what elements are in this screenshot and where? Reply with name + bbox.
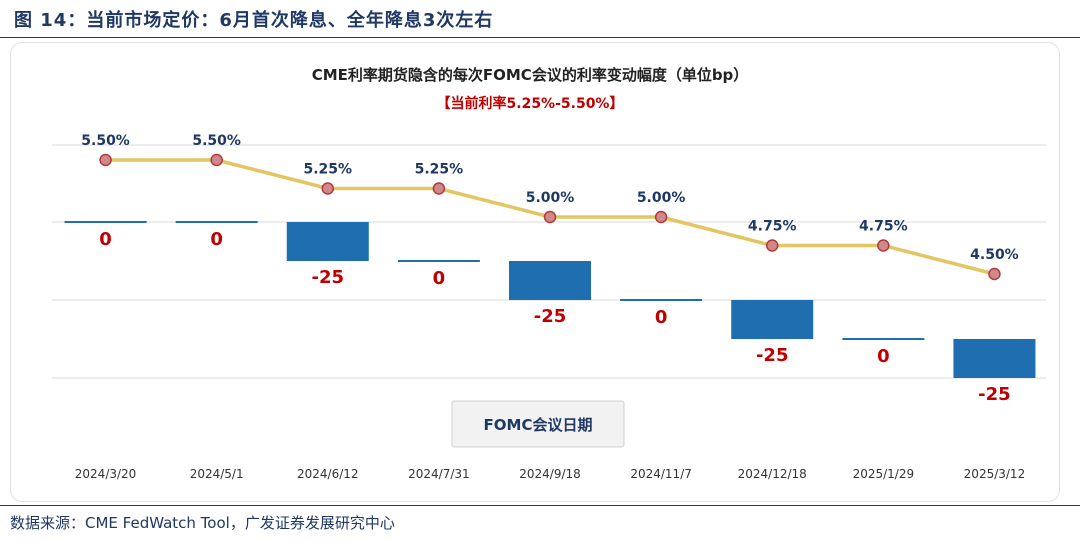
figure-title: 图 14：当前市场定价：6月首次降息、全年降息3次左右 — [14, 10, 494, 31]
bar-4 — [509, 261, 591, 300]
rate-label-0: 5.50% — [81, 133, 130, 149]
rate-point-2 — [321, 182, 335, 195]
rate-label-4: 5.00% — [526, 190, 575, 206]
rate-label-5: 5.00% — [637, 190, 686, 206]
bar-label-4: -25 — [534, 306, 567, 327]
source-note: 数据来源：CME FedWatch Tool，广发证券发展研究中心 — [10, 514, 395, 532]
rate-point-6 — [765, 239, 779, 252]
rate-point-8 — [988, 267, 1001, 281]
rate-point-5 — [654, 210, 668, 224]
bar-5 — [620, 299, 703, 301]
x-tick-label-7: 2025/1/29 — [853, 467, 915, 481]
x-tick-label-8: 2025/3/12 — [964, 467, 1026, 481]
chart-title: CME利率期货隐含的每次FOMC会议的利率变动幅度（单位bp） — [312, 66, 749, 84]
chart-panel — [10, 42, 1060, 502]
x-tick-label-6: 2024/12/18 — [738, 467, 807, 481]
rate-label-6: 4.75% — [748, 219, 797, 235]
bar-label-3: 0 — [433, 268, 446, 289]
bar-3 — [397, 260, 480, 262]
bar-2 — [286, 222, 369, 261]
bar-6 — [731, 300, 814, 339]
bar-8 — [953, 339, 1036, 378]
rate-point-3 — [432, 182, 446, 195]
x-tick-label-0: 2024/3/20 — [75, 467, 137, 481]
xaxis-label-box — [451, 400, 625, 448]
rate-point-1 — [210, 153, 223, 167]
bar-label-6: -25 — [756, 345, 789, 366]
x-tick-label-3: 2024/7/31 — [408, 467, 470, 481]
chart-canvas: CME利率期货隐含的每次FOMC会议的利率变动幅度（单位bp） 【当前利率5.25… — [52, 66, 1046, 481]
bar-7 — [842, 338, 925, 340]
bar-label-5: 0 — [655, 307, 668, 328]
top-divider — [0, 37, 1080, 38]
rate-label-7: 4.75% — [859, 219, 908, 235]
rate-point-0 — [99, 153, 112, 167]
bar-label-1: 0 — [210, 229, 223, 250]
x-tick-label-5: 2024/11/7 — [630, 467, 692, 481]
rate-label-1: 5.50% — [192, 133, 241, 149]
bar-label-0: 0 — [99, 229, 112, 250]
rate-label-3: 5.25% — [415, 162, 464, 178]
bottom-divider — [0, 505, 1080, 506]
rate-point-7 — [877, 239, 890, 252]
x-tick-label-1: 2024/5/1 — [190, 467, 244, 481]
x-tick-label-2: 2024/6/12 — [297, 467, 359, 481]
bar-label-8: -25 — [978, 384, 1011, 405]
bar-1 — [175, 221, 258, 223]
xaxis-label: FOMC会议日期 — [484, 416, 593, 434]
bar-label-7: 0 — [877, 346, 890, 367]
rate-label-8: 4.50% — [970, 247, 1019, 263]
rate-label-2: 5.25% — [303, 162, 352, 178]
rate-point-4 — [543, 210, 557, 224]
chart-subtitle: 【当前利率5.25%-5.50%】 — [437, 95, 624, 112]
bar-label-2: -25 — [312, 267, 345, 288]
bar-0 — [64, 221, 147, 223]
x-tick-label-4: 2024/9/18 — [519, 467, 581, 481]
